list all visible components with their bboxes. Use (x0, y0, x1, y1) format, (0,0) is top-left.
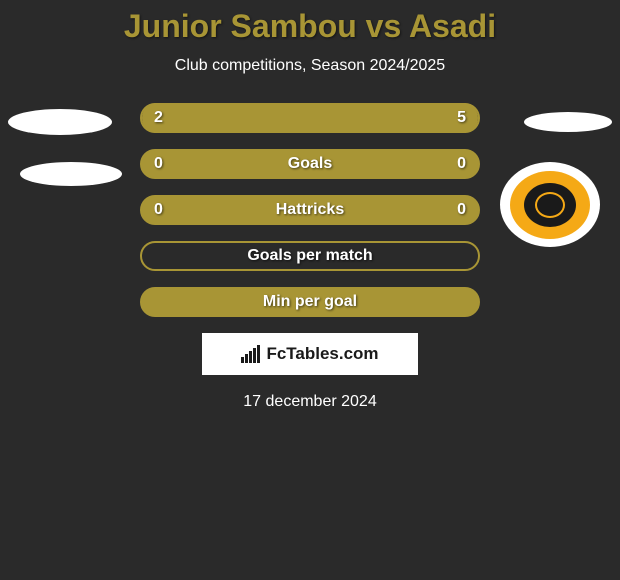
stat-label: Goals (288, 155, 332, 173)
stat-value-right: 5 (457, 109, 466, 127)
stat-value-right: 0 (457, 201, 466, 219)
club-right-badge (500, 162, 600, 247)
stat-bar: Min per goal (140, 287, 480, 317)
stat-value-left: 0 (154, 201, 163, 219)
player-left-avatar (8, 109, 112, 135)
page-title: Junior Sambou vs Asadi (0, 8, 620, 45)
stat-label: Hattricks (276, 201, 344, 219)
stats-area: 2Matches5 0 Goals 0 0 Hattricks 0 Goals per mat… (0, 103, 620, 317)
branding-logo[interactable]: FcTables.com (202, 333, 418, 375)
date-label: 17 december 2024 (0, 393, 620, 411)
stat-value-right: 0 (457, 155, 466, 173)
stat-label: Min per goal (263, 293, 357, 311)
stat-bars: 2Matches5 0 Goals 0 0 Hattricks 0 Goals per mat… (140, 103, 480, 317)
stat-value-left: 0 (154, 155, 163, 173)
stat-bar: 0 Goals 0 (140, 149, 480, 179)
stat-bar: 0 Hattricks 0 (140, 195, 480, 225)
branding-text: FcTables.com (266, 344, 378, 364)
comparison-widget: Junior Sambou vs Asadi Club competitions… (0, 0, 620, 411)
chart-icon (241, 345, 260, 363)
club-left-badge (20, 162, 122, 186)
page-subtitle: Club competitions, Season 2024/2025 (0, 57, 620, 75)
stat-bar: Goals per match (140, 241, 480, 271)
bar-fill-right (238, 103, 478, 133)
stat-bar: 2Matches5 (140, 103, 480, 133)
badge-center (535, 192, 565, 218)
player-right-avatar (524, 112, 612, 132)
stat-label: Goals per match (247, 247, 372, 265)
stat-value-left: 2 (154, 109, 163, 127)
badge-ring (510, 171, 590, 239)
badge-core (524, 183, 576, 227)
